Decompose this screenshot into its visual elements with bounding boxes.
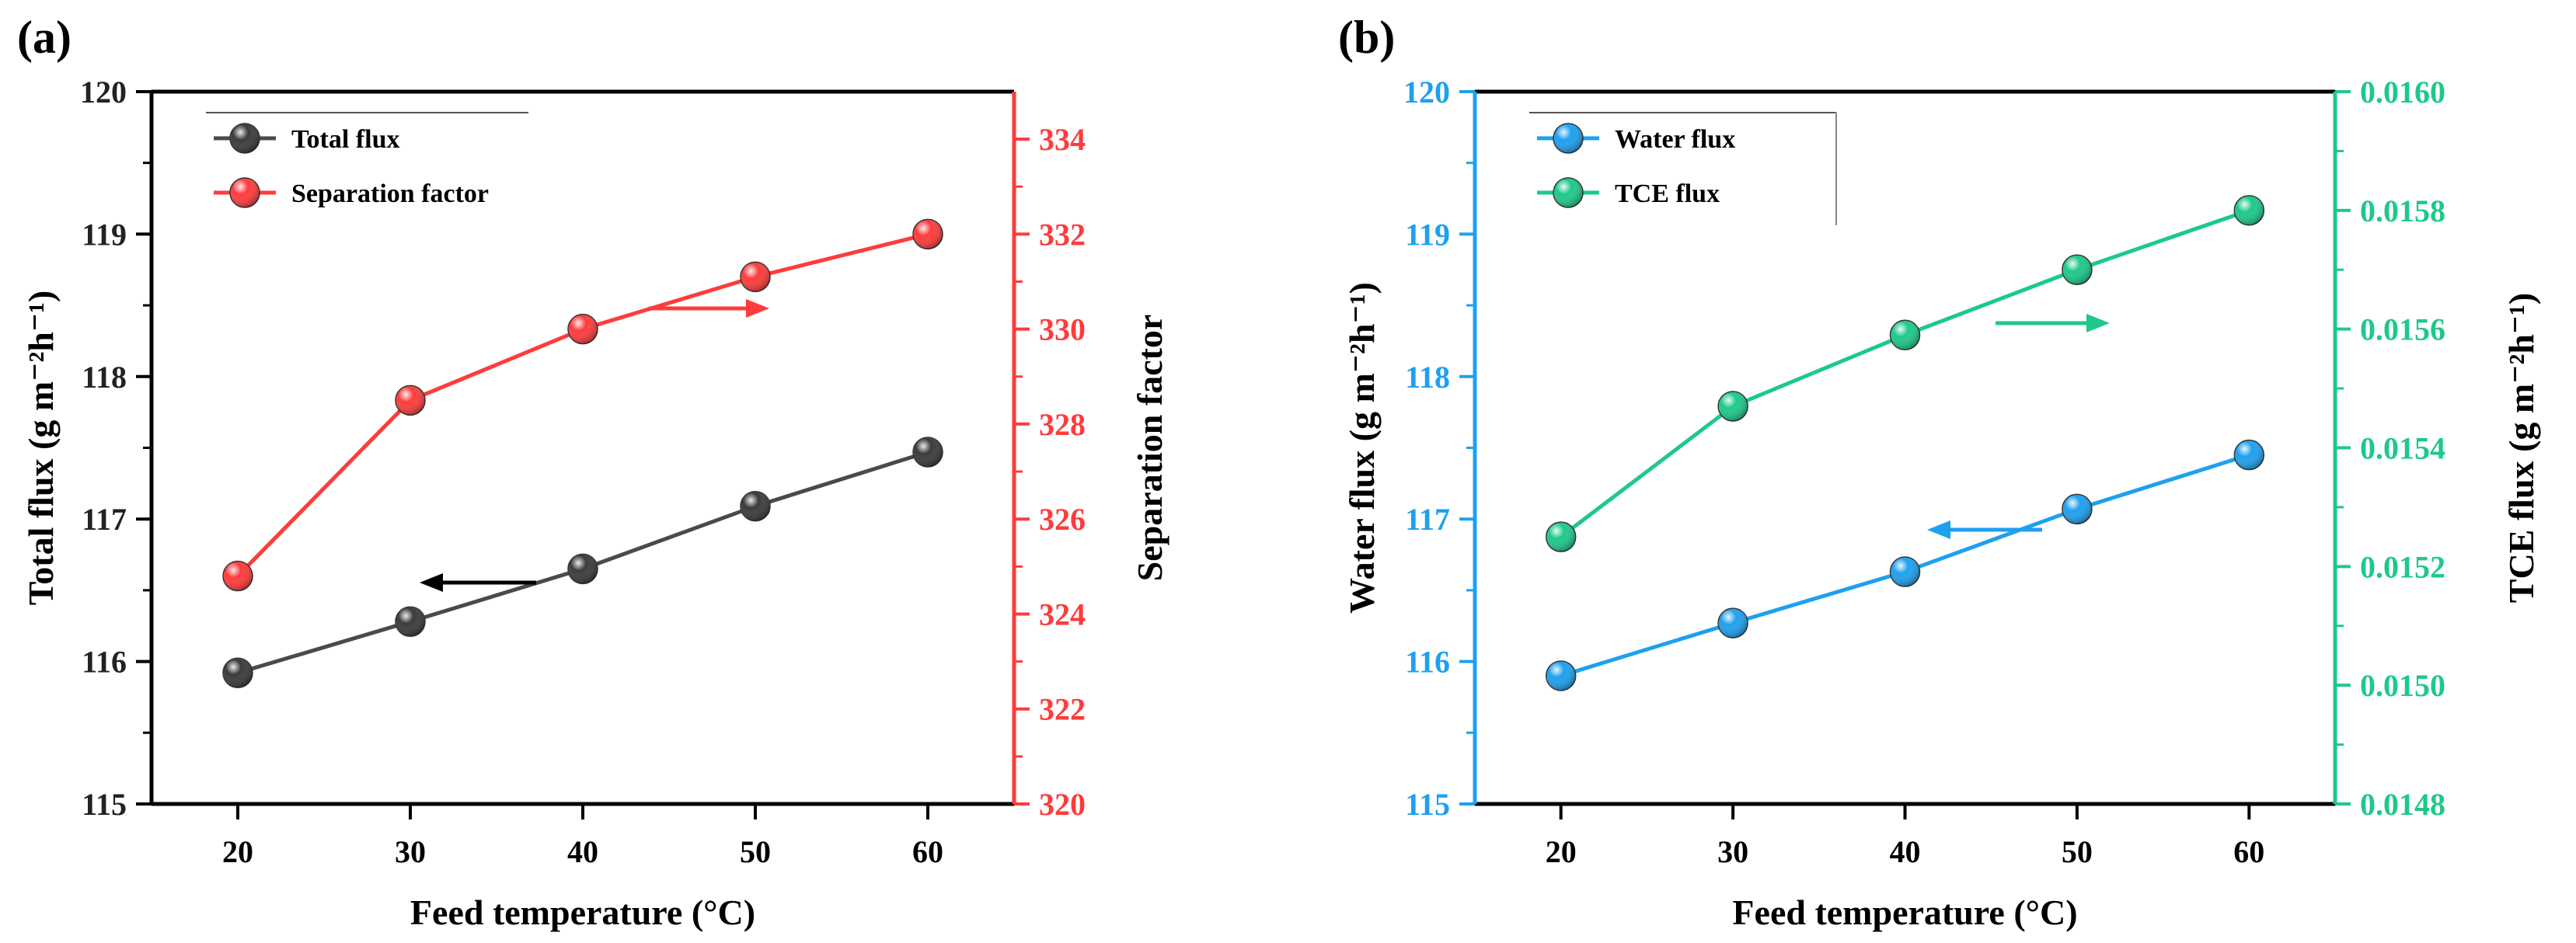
y-left-tick-label: 118	[82, 360, 127, 395]
y-right-tick-label: 330	[1039, 312, 1086, 347]
data-point-shading	[741, 262, 770, 292]
data-point-shading	[1546, 522, 1576, 552]
data-point-shading	[396, 607, 425, 637]
x-tick-label: 50	[2062, 834, 2093, 869]
y-right-tick-label: 0.0150	[2360, 668, 2445, 703]
legend-marker-shading	[1553, 124, 1583, 153]
legend-label: TCE flux	[1615, 179, 1720, 208]
panel-b: (b) 20 30 40 50 60 115 116 117 118 119 120 0.0148 0.0…	[1338, 12, 2541, 932]
data-point-shading	[568, 554, 598, 584]
x-tick-label: 60	[912, 834, 943, 869]
data-point-shading	[1546, 660, 1576, 691]
y-left-tick-label: 120	[1403, 75, 1450, 110]
y-left-tick-label: 116	[1405, 645, 1450, 680]
data-point-shading	[741, 491, 770, 521]
x-tick-label: 40	[1890, 834, 1921, 869]
legend-label: Water flux	[1615, 125, 1735, 154]
x-tick-label: 30	[395, 834, 426, 869]
y-left-tick-label: 117	[1405, 502, 1450, 537]
data-point-shading	[1890, 320, 1920, 350]
data-point-shading	[1718, 608, 1748, 639]
data-point-shading	[2234, 440, 2264, 470]
legend-marker-shading	[1553, 178, 1583, 207]
x-tick-label: 30	[1717, 834, 1748, 869]
panel-label: (a)	[17, 12, 71, 63]
data-point-shading	[913, 437, 943, 468]
y-left-axis-title: Total flux (g m⁻²h⁻¹)	[21, 291, 61, 605]
data-point-shading	[2234, 195, 2264, 225]
y-left-tick-label: 115	[82, 787, 127, 822]
y-left-axis-title: Water flux (g m⁻²h⁻¹)	[1342, 282, 1382, 614]
y-left-tick-label: 119	[1405, 217, 1450, 252]
left-axis-arrowhead	[420, 573, 443, 592]
x-tick-label: 40	[567, 834, 598, 869]
x-axis-title: Feed temperature (°C)	[410, 893, 755, 932]
right-axis-arrowhead	[746, 299, 769, 318]
y-right-tick-label: 0.0160	[2360, 75, 2445, 110]
y-right-tick-label: 322	[1039, 692, 1086, 727]
data-point-shading	[396, 385, 425, 416]
data-point-shading	[1718, 391, 1748, 422]
left-axis-arrowhead	[1927, 520, 1950, 539]
y-right-tick-label: 326	[1039, 502, 1086, 537]
x-tick-label: 60	[2233, 834, 2264, 869]
y-left-tick-label: 115	[1405, 787, 1450, 822]
y-right-axis-title: Separation factor	[1130, 315, 1169, 582]
data-point-shading	[2062, 255, 2092, 285]
y-left-tick-label: 118	[1405, 360, 1450, 395]
data-point-shading	[223, 561, 253, 591]
data-point-shading	[913, 219, 943, 249]
y-right-tick-label: 0.0148	[2360, 787, 2445, 822]
data-point-shading	[223, 658, 253, 688]
y-left-tick-label: 117	[82, 502, 127, 537]
legend-label: Total flux	[291, 125, 400, 154]
legend-marker-shading	[230, 178, 260, 207]
panel-a: (a) 20 30 40 50 60 115 116 117 118 119 120 320 322 324…	[17, 12, 1169, 932]
right-axis-arrowhead	[2086, 314, 2110, 332]
data-point-shading	[2062, 494, 2092, 524]
data-point-shading	[568, 314, 598, 344]
data-point-shading	[1890, 557, 1920, 587]
y-right-axis-title: TCE flux (g m⁻²h⁻¹)	[2501, 293, 2541, 603]
y-left-tick-label: 119	[82, 217, 127, 252]
x-tick-label: 50	[740, 834, 771, 869]
x-tick-label: 20	[1546, 834, 1577, 869]
y-right-tick-label: 0.0158	[2360, 193, 2445, 228]
y-right-tick-label: 332	[1039, 217, 1086, 252]
y-left-tick-label: 116	[82, 645, 127, 680]
y-right-tick-label: 320	[1039, 787, 1086, 822]
y-right-tick-label: 334	[1039, 122, 1086, 157]
legend-marker-shading	[230, 124, 260, 153]
panel-label: (b)	[1338, 12, 1395, 63]
y-right-tick-label: 328	[1039, 407, 1086, 442]
y-right-tick-label: 0.0152	[2360, 549, 2445, 584]
x-axis-title: Feed temperature (°C)	[1732, 893, 2077, 932]
x-tick-label: 20	[222, 834, 253, 869]
y-right-tick-label: 0.0154	[2360, 431, 2445, 466]
series-line-1	[236, 231, 929, 578]
y-left-tick-label: 120	[80, 75, 127, 110]
y-right-tick-label: 0.0156	[2360, 312, 2445, 347]
y-right-tick-label: 324	[1039, 597, 1086, 632]
legend-label: Separation factor	[291, 179, 489, 208]
